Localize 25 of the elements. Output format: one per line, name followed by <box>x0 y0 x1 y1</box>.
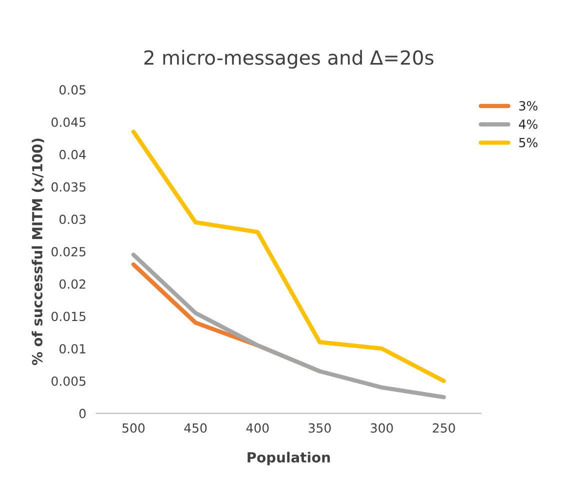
y-tick-label: 0 <box>79 408 86 418</box>
y-tick-label: 0.01 <box>59 344 86 354</box>
line-series <box>131 252 446 400</box>
y-tick-label: 0.05 <box>59 85 86 95</box>
x-tick-label: 250 <box>432 423 455 433</box>
y-axis-title: % of successful MITM (x/100) <box>32 138 44 366</box>
y-tick-label: 0.02 <box>59 279 86 289</box>
y-tick-label: 0.04 <box>59 150 86 160</box>
x-axis-title: Population <box>248 452 330 466</box>
y-tick-label: 0.015 <box>52 312 86 322</box>
x-tick-label: 350 <box>308 423 331 433</box>
y-tick-label: 0.005 <box>52 376 86 386</box>
y-tick-label: 0.025 <box>52 246 86 256</box>
chart-title: 2 micro-messages and Δ=20s <box>144 50 434 69</box>
y-tick-label: 0.035 <box>52 182 86 192</box>
legend-label: 5% <box>519 138 538 148</box>
y-tick-label: 0.03 <box>59 214 86 224</box>
y-tick-label: 0.045 <box>52 117 86 127</box>
line-series <box>131 130 446 384</box>
x-tick-label: 400 <box>246 423 269 433</box>
x-tick-label: 450 <box>184 423 207 433</box>
x-tick-label: 500 <box>122 423 145 433</box>
legend-label: 4% <box>518 119 538 129</box>
x-tick-label: 300 <box>370 423 393 433</box>
legend-label: 3% <box>519 101 538 111</box>
